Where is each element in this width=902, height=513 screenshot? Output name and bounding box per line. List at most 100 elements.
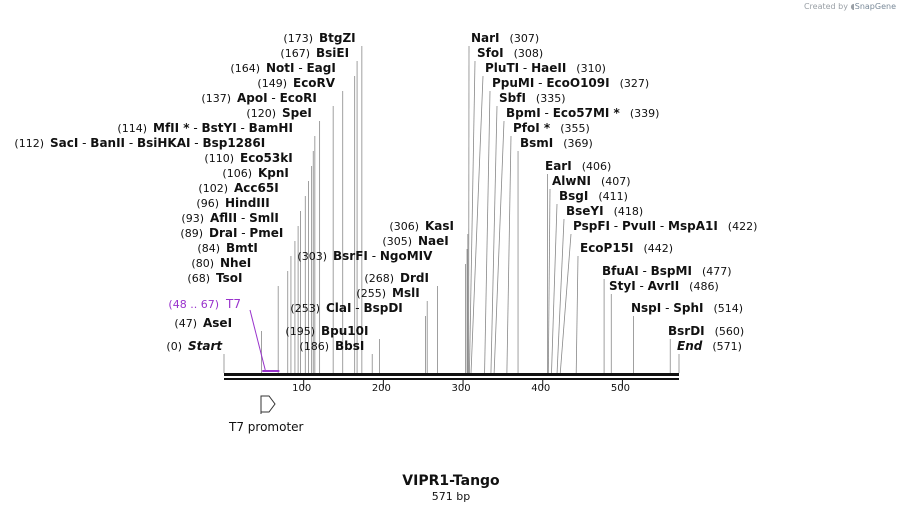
name-separator: - [295, 61, 307, 75]
name-separator: - [190, 136, 202, 150]
site-start[interactable]: (0) Start [166, 339, 223, 353]
site-naei[interactable]: (305) NaeI [382, 234, 448, 248]
site-styi[interactable]: (486) StyI - AvrII [609, 279, 719, 293]
site-drdi[interactable]: (268) DrdI [364, 271, 429, 285]
enzyme-name-pvuii: PvuII [622, 219, 656, 233]
site-ecorv[interactable]: (149) EcoRV [257, 76, 335, 90]
site-bsgi[interactable]: (411) BsgI [559, 189, 628, 203]
site-pspfi[interactable]: (422) PspFI - PvuII - MspA1I [573, 219, 757, 233]
name-separator: - [534, 76, 546, 90]
backbone [224, 373, 679, 380]
site-position-bsrfi: (303) [297, 250, 327, 263]
name-separator: - [656, 219, 668, 233]
site-alwni[interactable]: (407) AlwNI [552, 174, 631, 188]
enzyme-name-bsrfi: BsrFI [333, 249, 368, 263]
enzyme-name-eco53ki: Eco53kI [240, 151, 293, 165]
enzyme-name-naei: NaeI [418, 234, 449, 248]
t7-promoter-feature[interactable]: (48 .. 67) T7 T7 promoter [168, 297, 303, 434]
site-kpni[interactable]: (106) KpnI [222, 166, 289, 180]
site-names-bsrfi: BsrFI - NgoMIV [333, 249, 433, 263]
site-saci[interactable]: (112) SacI - BanII - BsiHKAI - Bsp1286I [14, 136, 265, 150]
site-position-ecop15i: (442) [644, 242, 674, 255]
site-mfii[interactable]: (114) MfII * - BstYI - BamHI [117, 121, 293, 135]
enzyme-name-eagi: EagI [306, 61, 335, 75]
site-position-bsgi: (411) [598, 190, 628, 203]
site-bbsi[interactable]: (186) BbsI [299, 339, 364, 353]
site-position-spei: (120) [246, 107, 276, 120]
site-position-eari: (406) [582, 160, 612, 173]
site-names-acc65i: Acc65I [234, 181, 279, 195]
site-names-drai: DraI - PmeI [209, 226, 283, 240]
enzyme-name-sbfi: SbfI [499, 91, 526, 105]
site-acc65i[interactable]: (102) Acc65I [198, 181, 278, 195]
site-sfoi[interactable]: (308) SfoI [477, 46, 543, 60]
site-bsrdi[interactable]: (560) BsrDI [668, 324, 744, 338]
site-noti[interactable]: (164) NotI - EagI [230, 61, 335, 75]
site-position-noti: (164) [230, 62, 260, 75]
site-position-bfuai: (477) [702, 265, 732, 278]
site-aflii[interactable]: (93) AflII - SmlI [181, 211, 278, 225]
site-btgzi[interactable]: (173) BtgZI [283, 31, 355, 45]
leader-line-ecop15i [575, 255, 579, 374]
site-bmti[interactable]: (84) BmtI [197, 241, 257, 255]
site-ppumi[interactable]: (327) PpuMI - EcoO109I [492, 76, 649, 90]
enzyme-name-pspfi: PspFI [573, 219, 610, 233]
site-clai[interactable]: (253) ClaI - BspDI [290, 301, 402, 315]
site-bpmi[interactable]: (339) BpmI - Eco57MI * [506, 106, 659, 120]
site-kasi[interactable]: (306) KasI [389, 219, 454, 233]
site-bsrfi[interactable]: (303) BsrFI - NgoMIV [297, 249, 433, 263]
enzyme-name-kpni: KpnI [258, 166, 289, 180]
site-position-bsiei: (167) [280, 47, 310, 60]
site-drai[interactable]: (89) DraI - PmeI [180, 226, 283, 240]
site-ecop15i[interactable]: (442) EcoP15I [580, 241, 673, 255]
site-hindiii[interactable]: (96) HindIII [196, 196, 269, 210]
site-nari[interactable]: (307) NarI [471, 31, 539, 45]
site-sbfi[interactable]: (335) SbfI [499, 91, 566, 105]
site-names-bbsi: BbsI [335, 339, 364, 353]
site-bfuai[interactable]: (477) BfuAI - BspMI [602, 264, 732, 278]
site-position-drai: (89) [180, 227, 203, 240]
site-names-nari: NarI [471, 31, 500, 45]
enzyme-name-clai: ClaI [326, 301, 351, 315]
site-position-sbfi: (335) [536, 92, 566, 105]
site-apoi[interactable]: (137) ApoI - EcoRI [201, 91, 316, 105]
tick-label-100: 100 [292, 383, 311, 394]
site-position-saci: (112) [14, 137, 44, 150]
site-pluti[interactable]: (310) PluTI - HaeII [485, 61, 606, 75]
site-pfoi[interactable]: (355) PfoI * [513, 121, 590, 135]
site-bsiei[interactable]: (167) BsiEI [280, 46, 349, 60]
site-spei[interactable]: (120) SpeI [246, 106, 311, 120]
site-eari[interactable]: (406) EarI [545, 159, 611, 173]
site-bpu10i[interactable]: (195) Bpu10I [285, 324, 368, 338]
site-names-bmti: BmtI [226, 241, 258, 255]
site-eco53ki[interactable]: (110) Eco53kI [204, 151, 292, 165]
t7-promoter-arrow-icon [260, 395, 276, 413]
site-position-bsrdi: (560) [715, 325, 745, 338]
leader-line-pluti [470, 75, 484, 374]
site-nhei[interactable]: (80) NheI [191, 256, 251, 270]
enzyme-name-styi: StyI [609, 279, 636, 293]
enzyme-name-pfoi: PfoI * [513, 121, 551, 135]
site-position-eco53ki: (110) [204, 152, 234, 165]
site-names-bsiei: BsiEI [316, 46, 349, 60]
site-msli[interactable]: (255) MslI [356, 286, 419, 300]
site-tsoi[interactable]: (68) TsoI [187, 271, 242, 285]
site-names-eco53ki: Eco53kI [240, 151, 293, 165]
site-position-kasi: (306) [389, 220, 419, 233]
site-names-nspi: NspI - SphI [631, 301, 703, 315]
name-separator: - [125, 136, 137, 150]
site-names-naei: NaeI [418, 234, 449, 248]
site-names-bpu10i: Bpu10I [321, 324, 368, 338]
name-separator: - [639, 264, 651, 278]
enzyme-name-msli: MslI [392, 286, 420, 300]
site-bseyi[interactable]: (418) BseYI [566, 204, 643, 218]
enzyme-name-hindiii: HindIII [225, 196, 270, 210]
site-asei[interactable]: (47) AseI [174, 316, 232, 330]
site-bsmi[interactable]: (369) BsmI [520, 136, 593, 150]
enzyme-name-bsrdi: BsrDI [668, 324, 705, 338]
enzyme-name-bsihkai: BsiHKAI [137, 136, 191, 150]
site-end[interactable]: (571) End [677, 339, 742, 353]
enzyme-name-nhei: NheI [220, 256, 251, 270]
site-nspi[interactable]: (514) NspI - SphI [631, 301, 743, 315]
name-separator: - [78, 136, 90, 150]
